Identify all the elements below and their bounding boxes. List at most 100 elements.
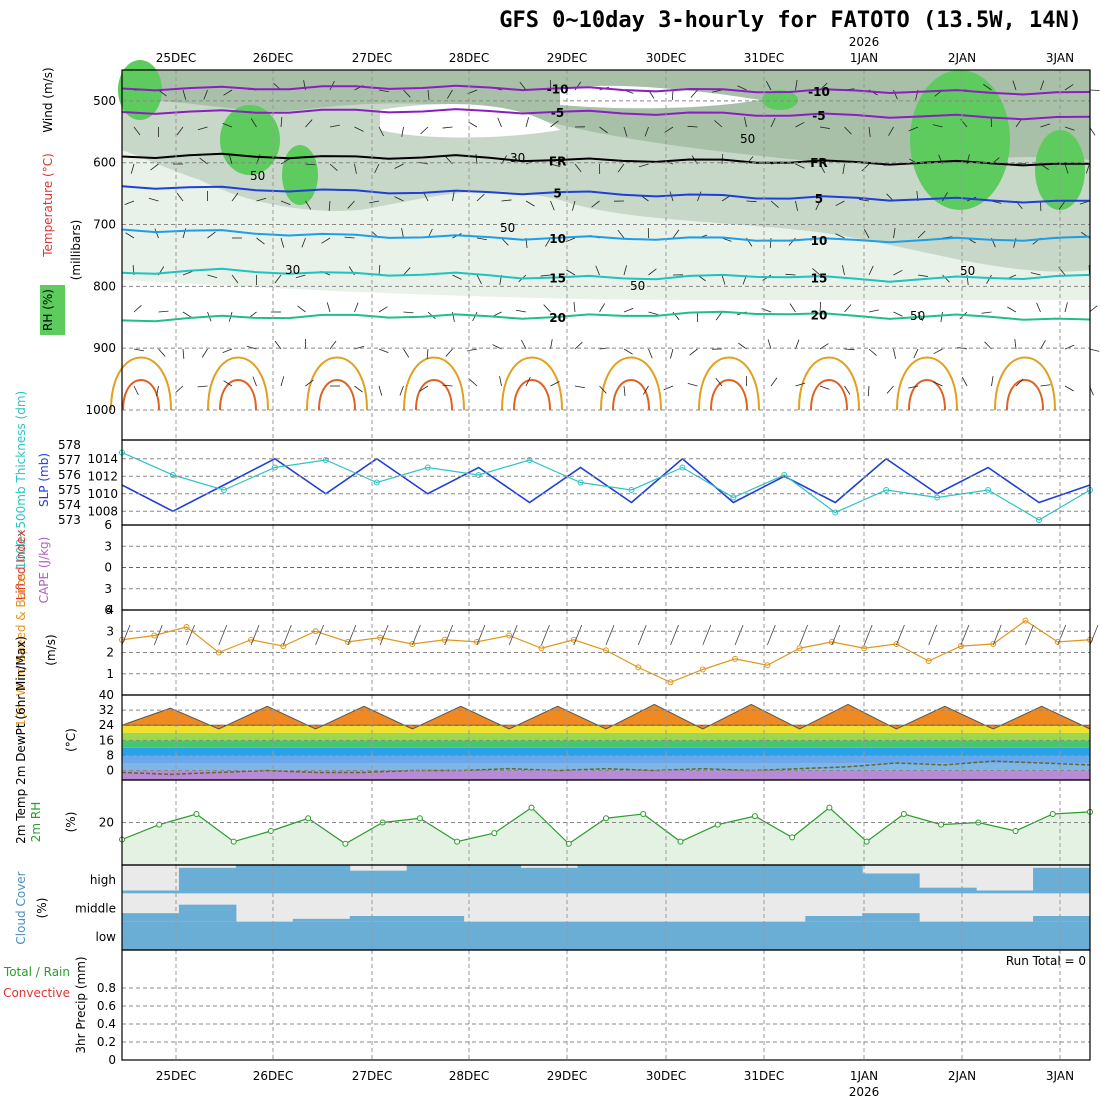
date-label-bottom: 30DEC [646, 1069, 686, 1083]
wind-barb [986, 274, 992, 284]
wind-barb [378, 348, 389, 353]
wind-barb [815, 200, 821, 211]
slp-panel-frame [121, 439, 1091, 526]
year-label-top: 2026 [849, 35, 880, 49]
wind-barb [550, 339, 553, 350]
wind10-point [183, 624, 190, 630]
ylabel-cloud-unit: (%) [35, 898, 49, 919]
wind-barb [442, 126, 453, 129]
date-label-top: 2JAN [948, 51, 976, 65]
rh-tick: 20 [99, 816, 114, 830]
ylabel-rh2m-unit: (%) [64, 812, 78, 833]
wind-barb [835, 233, 845, 239]
wind-barb [228, 154, 233, 165]
temp-tick: 8 [106, 748, 114, 762]
wind-barb [819, 301, 822, 313]
pbl-loop-inner [415, 379, 453, 411]
wind-barb [574, 341, 583, 350]
wind-barb [231, 192, 239, 202]
wind10-barb [702, 624, 712, 646]
wind-barb [156, 385, 159, 396]
wind-barb [203, 89, 208, 100]
pbl-loop [600, 356, 662, 411]
wind-barb [280, 200, 291, 205]
wind-barb [687, 383, 698, 387]
date-label-top: 25DEC [156, 51, 196, 65]
pbl-loop [501, 356, 563, 411]
wind-barb [175, 385, 184, 393]
wind-barb [354, 385, 363, 393]
wind-barb [378, 89, 389, 93]
temp-contour-label: -5 [812, 109, 825, 123]
wind-barb [133, 348, 144, 352]
temp-band [122, 732, 1090, 741]
wind-barb [599, 126, 608, 134]
cloud-bar-low [349, 921, 408, 950]
thickness-point [679, 464, 686, 471]
thickness-tick: 577 [58, 453, 81, 467]
wind-barb [427, 89, 430, 100]
ylabel-wind: Wind (m/s) [41, 67, 55, 132]
temp-contour--10 [121, 84, 1091, 96]
temp-contour-label: FR [549, 154, 566, 168]
wind10-point [957, 643, 964, 650]
wind10-barb [347, 624, 357, 646]
wind-barb [501, 199, 512, 202]
wind-barb [761, 308, 772, 313]
wind-barb [420, 126, 429, 135]
rh-contour-label: 30 [510, 151, 525, 165]
rh2m-point [751, 813, 758, 820]
wind-barb [932, 124, 943, 128]
wind10-barb [734, 624, 744, 646]
temp-contour-label: -10 [547, 83, 569, 97]
wind-barb [868, 348, 877, 356]
wind-barb [223, 380, 233, 387]
wind-barb [295, 274, 306, 279]
rh-contour-label: 30 [285, 263, 300, 277]
cloud-bar-low [1033, 921, 1091, 950]
wind10-barb [121, 624, 131, 646]
thickness-point [781, 472, 788, 478]
wind-barb [497, 117, 502, 128]
wind-barb [545, 237, 551, 247]
wind-barb [525, 117, 529, 128]
wind-barb [133, 126, 141, 136]
rh-moist-cell [762, 90, 798, 110]
cloud-bg-cell [976, 893, 1034, 922]
thickness-point [169, 472, 176, 478]
wind-barb [280, 117, 283, 128]
wind-barb [842, 265, 845, 276]
rh-area [122, 807, 1090, 865]
precip-panel-frame [121, 949, 1091, 1061]
wind-barb [401, 126, 404, 137]
wind-barb [893, 269, 903, 276]
thickness-line [121, 451, 1091, 521]
wind-barb [697, 191, 702, 202]
wind-barb [133, 305, 142, 313]
ylabel-wind10: 10m Wind Speed & Barbs [14, 573, 28, 727]
li-tick: 3 [104, 539, 112, 553]
wind-barb [329, 340, 337, 350]
wind-barb [201, 348, 208, 358]
wind10-point [409, 641, 416, 647]
precip-tick: 0.6 [97, 999, 116, 1013]
wind-barb [176, 126, 184, 136]
wind-barb [125, 232, 135, 239]
rh-moist-cell [910, 70, 1010, 210]
rh2m-point [603, 815, 609, 822]
wind-barb [426, 348, 429, 359]
wind-barb [599, 385, 607, 394]
cloud-bg-cell [235, 893, 294, 922]
wind-barb [150, 163, 159, 171]
cloud-bar-low [520, 921, 579, 950]
wind-barb [712, 89, 723, 93]
slp-tick: 1012 [87, 469, 118, 483]
cloud-bar-low [691, 921, 749, 950]
temp-contour-15 [121, 267, 1091, 283]
wind-barb [617, 229, 625, 239]
wind-tick: 3 [106, 624, 114, 638]
wind-barb [933, 348, 943, 355]
slp-tick: 1008 [87, 504, 118, 518]
wind10-barb [1025, 624, 1034, 646]
wind10-point [538, 645, 545, 652]
